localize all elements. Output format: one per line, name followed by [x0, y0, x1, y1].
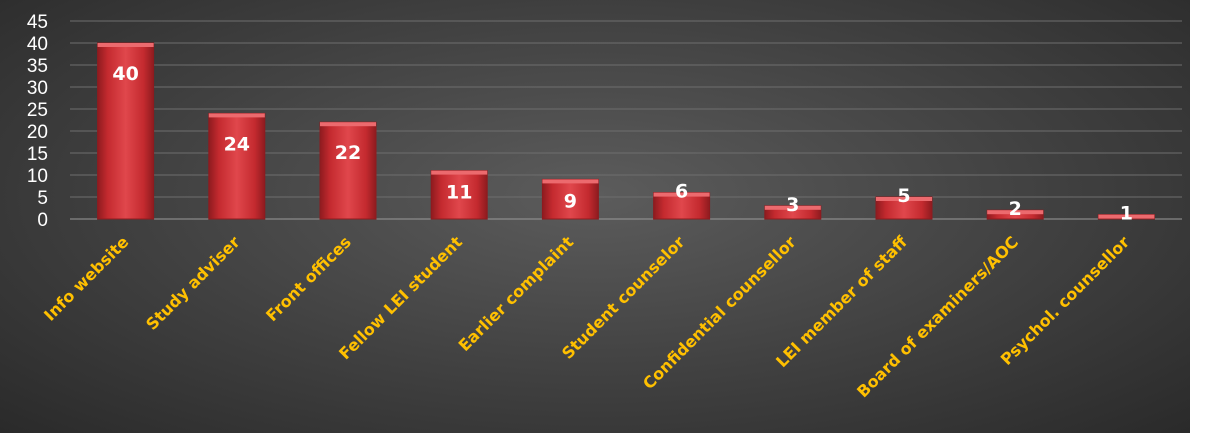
- bars: [97, 42, 1155, 220]
- bar: [1097, 214, 1155, 220]
- bar-body: [653, 192, 711, 220]
- bar-top: [97, 43, 154, 47]
- value-label: 24: [224, 133, 250, 155]
- bar-top: [542, 179, 599, 184]
- y-tick-label: 5: [37, 188, 48, 209]
- bar-top: [764, 205, 821, 210]
- bar-top: [876, 197, 932, 201]
- bar: [764, 205, 822, 220]
- bar: [430, 170, 488, 220]
- y-tick-label: 40: [27, 34, 48, 55]
- bar-top: [1098, 214, 1155, 219]
- category-label: Study adviser: [142, 232, 244, 334]
- bar: [319, 121, 377, 220]
- y-tick-label: 30: [27, 78, 48, 99]
- bar-body: [430, 170, 488, 220]
- y-tick-label: 20: [27, 122, 48, 143]
- value-label: 1: [1120, 203, 1133, 225]
- category-label: Fellow LEI student: [335, 232, 466, 363]
- category-labels: Info website Study adviser Front officesFe…: [40, 232, 1133, 402]
- value-label: 22: [335, 142, 361, 164]
- bar: [653, 192, 711, 220]
- bar: [208, 112, 266, 220]
- value-label: 5: [897, 185, 910, 207]
- category-label: Earlier complaint: [455, 232, 578, 355]
- value-labels: 40 24 22 11 9 6 3 5 2 1: [112, 63, 1133, 225]
- y-tick-label: 0: [37, 210, 48, 231]
- bar-top: [431, 170, 488, 175]
- value-label: 3: [786, 194, 799, 216]
- value-label: 6: [675, 181, 688, 203]
- value-label: 2: [1009, 198, 1022, 220]
- value-label: 40: [112, 63, 138, 85]
- value-label: 11: [446, 182, 472, 204]
- bar-body: [319, 121, 377, 220]
- y-tick-label: 35: [27, 56, 48, 77]
- bar: [97, 42, 155, 220]
- y-tick-label: 15: [27, 144, 48, 165]
- category-label: Info website: [40, 232, 132, 324]
- bar-chart: 0 5 10 15 20 25 30 35 40 45 40 24 22 11 9 6 3 5 2 1 Info w…: [0, 0, 1190, 433]
- value-label: 9: [564, 190, 577, 212]
- y-tick-label: 10: [27, 166, 48, 187]
- bar-top: [653, 192, 710, 197]
- bar-top: [987, 210, 1044, 215]
- y-tick-label: 45: [27, 12, 48, 33]
- bar: [986, 209, 1044, 220]
- bar-top: [208, 113, 265, 118]
- bar-top: [320, 122, 376, 127]
- y-tick-label: 25: [27, 100, 48, 121]
- bar: [541, 178, 599, 220]
- bar-body: [541, 178, 599, 220]
- category-label: Student counselor: [558, 232, 689, 363]
- category-label: Psychol. counsellor: [997, 232, 1133, 368]
- bar: [875, 196, 933, 220]
- bar-body: [208, 112, 266, 220]
- category-label: Front offices: [262, 232, 355, 325]
